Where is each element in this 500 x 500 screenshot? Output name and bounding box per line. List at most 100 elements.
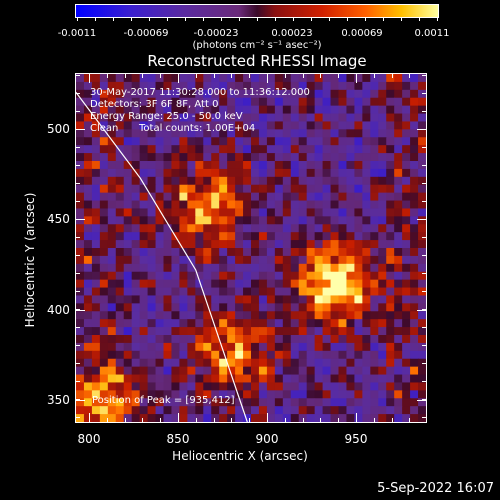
- heatmap-cell: [147, 74, 157, 83]
- heatmap-cell: [322, 263, 332, 273]
- heatmap-cell: [235, 89, 244, 99]
- heatmap-cell: [131, 161, 141, 170]
- heatmap-cell: [402, 279, 411, 289]
- heatmap-cell: [322, 153, 332, 162]
- heatmap-cell: [314, 153, 324, 162]
- heatmap-cell: [338, 208, 348, 217]
- heatmap-cell: [219, 224, 228, 233]
- heatmap-cell: [123, 105, 133, 115]
- heatmap-cell: [402, 398, 411, 407]
- heatmap-cell: [274, 287, 284, 297]
- heatmap-cell: [195, 161, 204, 170]
- heatmap-cell: [107, 255, 117, 265]
- heatmap-cell: [290, 358, 300, 368]
- heatmap-cell: [402, 255, 411, 265]
- heatmap-cell: [76, 89, 85, 99]
- heatmap-cell: [378, 398, 387, 407]
- heatmap-cell: [251, 192, 260, 202]
- heatmap-cell: [314, 192, 324, 202]
- colorbar-minor-tick: [437, 18, 438, 21]
- heatmap-cell: [346, 129, 355, 138]
- heatmap-cell: [298, 89, 308, 99]
- heatmap-cell: [370, 97, 379, 107]
- heatmap-cell: [187, 358, 196, 368]
- heatmap-cell: [314, 366, 324, 376]
- heatmap-cell: [290, 311, 300, 320]
- heatmap-cell: [330, 129, 340, 138]
- info-energy: Energy Range: 25.0 - 50.0 keV: [90, 111, 243, 122]
- heatmap-cell: [251, 74, 260, 83]
- heatmap-cell: [378, 390, 387, 399]
- heatmap-cell: [139, 366, 149, 376]
- axis-tick: [75, 75, 80, 76]
- heatmap-cell: [131, 414, 141, 422]
- heatmap-cell: [290, 279, 300, 289]
- heatmap-cell: [147, 287, 157, 297]
- heatmap-cell: [394, 406, 403, 415]
- heatmap-cell: [147, 224, 157, 233]
- heatmap-cell: [179, 97, 188, 107]
- heatmap-cell: [91, 287, 101, 297]
- heatmap-cell: [378, 161, 387, 170]
- heatmap-cell: [346, 145, 355, 154]
- heatmap-cell: [243, 105, 252, 115]
- colorbar-minor-tick: [365, 18, 366, 21]
- heatmap-cell: [322, 287, 332, 297]
- heatmap-cell: [99, 255, 109, 265]
- heatmap-cell: [139, 271, 149, 281]
- heatmap-cell: [179, 208, 188, 217]
- heatmap-cell: [195, 414, 204, 422]
- heatmap-cell: [251, 168, 260, 178]
- heatmap-cell: [131, 374, 141, 384]
- heatmap-cell: [258, 81, 268, 91]
- heatmap-cell: [266, 200, 276, 210]
- axis-tick: [422, 399, 427, 400]
- heatmap-cell: [402, 248, 411, 257]
- heatmap-cell: [258, 161, 268, 170]
- heatmap-cell: [306, 335, 316, 344]
- heatmap-cell: [378, 200, 387, 210]
- heatmap-cell: [91, 105, 101, 115]
- heatmap-cell: [314, 319, 324, 328]
- heatmap-cell: [394, 89, 403, 99]
- heatmap-cell: [131, 263, 141, 273]
- heatmap-cell: [139, 255, 149, 265]
- axis-tick: [178, 418, 179, 423]
- heatmap-cell: [298, 176, 308, 186]
- heatmap-cell: [282, 335, 292, 344]
- heatmap-cell: [282, 271, 292, 281]
- heatmap-cell: [179, 287, 188, 297]
- axis-tick: [75, 363, 80, 364]
- heatmap-cell: [306, 374, 316, 384]
- heatmap-cell: [322, 374, 332, 384]
- heatmap-cell: [330, 200, 340, 210]
- heatmap-cell: [402, 295, 411, 304]
- heatmap-cell: [346, 327, 355, 336]
- heatmap-cell: [227, 319, 236, 328]
- heatmap-cell: [290, 327, 300, 336]
- heatmap-cell: [227, 121, 236, 130]
- heatmap-cell: [338, 240, 348, 249]
- heatmap-cell: [266, 113, 276, 123]
- heatmap-cell: [402, 200, 411, 210]
- heatmap-cell: [195, 176, 204, 186]
- heatmap-cell: [322, 342, 332, 352]
- heatmap-cell: [330, 263, 340, 273]
- heatmap-cell: [251, 81, 260, 91]
- heatmap-cell: [76, 342, 85, 352]
- heatmap-cell: [76, 208, 85, 217]
- heatmap-cell: [179, 295, 188, 304]
- heatmap-cell: [211, 176, 220, 186]
- heatmap-cell: [243, 374, 252, 384]
- heatmap-cell: [251, 176, 260, 186]
- axis-tick: [285, 73, 286, 78]
- heatmap-cell: [410, 350, 419, 360]
- heatmap-cell: [115, 145, 125, 154]
- heatmap-cell: [274, 240, 284, 249]
- heatmap-cell: [402, 168, 411, 178]
- heatmap-cell: [362, 327, 371, 336]
- heatmap-cell: [211, 137, 220, 146]
- heatmap-cell: [99, 208, 109, 217]
- colorbar-minor-tick: [221, 18, 222, 21]
- heatmap-cell: [378, 81, 387, 91]
